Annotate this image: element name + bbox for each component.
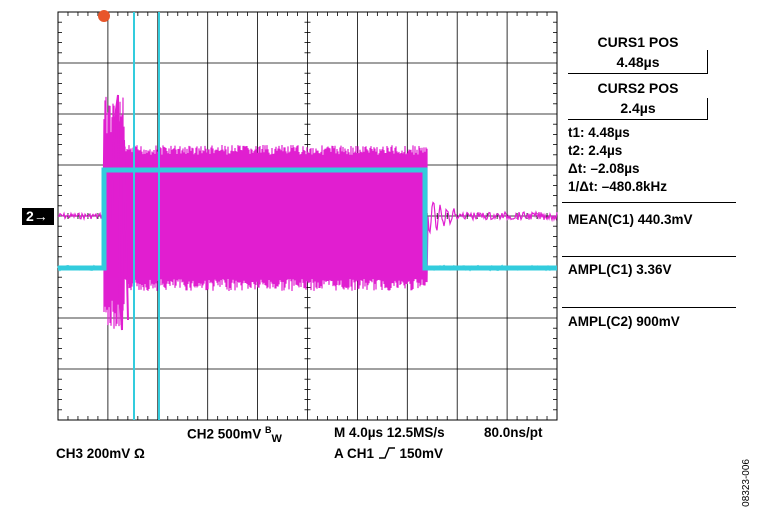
trigger-source: A CH1 [334,446,378,461]
ch1-noise-right [427,264,557,272]
bandwidth-limit-b: B [265,425,272,435]
ch3-scale-label: CH3 200mV Ω [56,446,145,461]
cursor-lines [133,12,160,420]
curs1-underline [568,73,708,74]
ch2-scale-text: CH2 500mV [187,426,266,442]
per-point-label: 80.0ns/pt [484,425,543,440]
ch2-burst-band [106,160,426,278]
ch1-noise-left [57,264,103,272]
measure-delta-t: Δt: –2.08µs [568,161,640,176]
measure-t1: t1: 4.48µs [568,125,630,140]
measure-ampl-c2: AMPL(C2) 900mV [568,314,680,329]
measure-t2: t2: 2.4µs [568,143,623,158]
oscilloscope-display [57,10,558,421]
divider-1 [562,202,736,203]
curs2-sideline [707,98,708,120]
trigger-position-marker [98,10,110,22]
trigger-level: 150mV [399,446,444,461]
rising-edge-icon [378,447,395,459]
curs2-pos-label: CURS2 POS [597,80,679,96]
measure-ampl-c1: AMPL(C1) 3.36V [568,262,672,277]
curs2-underline [568,119,708,120]
measure-mean-c1: MEAN(C1) 440.3mV [568,212,693,227]
curs1-pos-value: 4.48µs [616,54,660,70]
divider-3 [562,307,736,308]
curs1-sideline [707,50,708,74]
figure-id: 08323-006 [741,459,752,507]
curs2-pos-value: 2.4µs [620,100,656,116]
channel-2-ground-marker: 2→ [22,208,54,225]
bandwidth-limit-w: W [271,433,282,446]
measure-inverse-delta-t: 1/Δt: –480.8kHz [568,179,668,194]
divider-2 [562,256,736,257]
timebase-label: M 4.0µs 12.5MS/s [334,425,445,440]
trigger-label: A CH1 150mV [334,446,443,461]
ch2-scale-label: CH2 500mV BW [187,425,282,445]
curs1-pos-label: CURS1 POS [597,34,679,50]
